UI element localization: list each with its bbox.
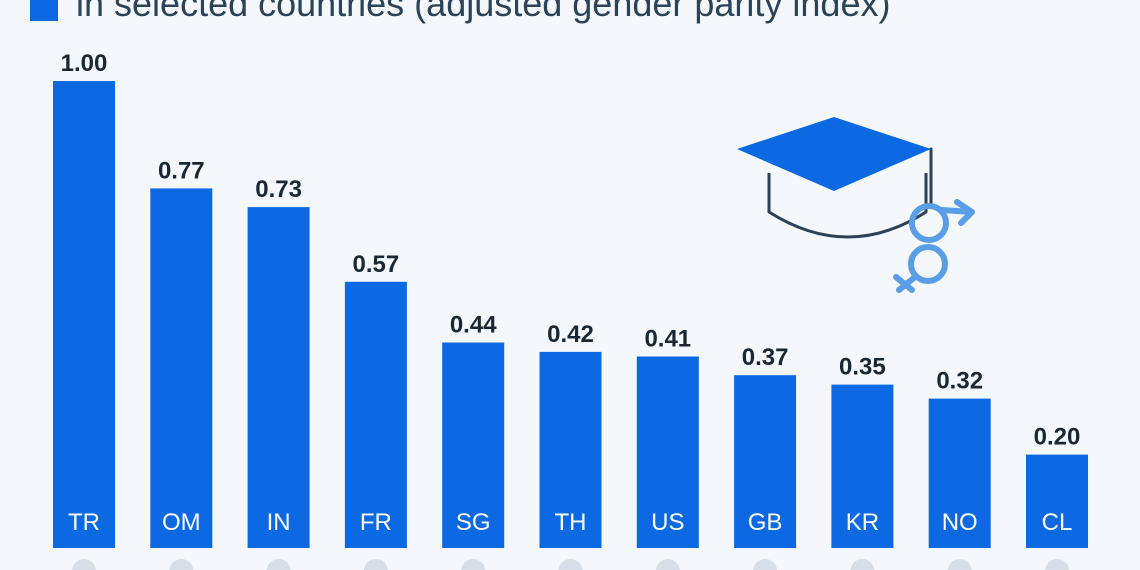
value-label-gb: 0.37 xyxy=(742,344,789,371)
bar-fr xyxy=(344,281,407,548)
category-label-om: OM xyxy=(162,509,201,536)
category-label-no: NO xyxy=(942,509,978,536)
category-label-sg: SG xyxy=(456,509,491,536)
category-label-tr: TR xyxy=(68,509,100,536)
category-label-kr: KR xyxy=(846,509,879,536)
flag-icon-om xyxy=(169,559,194,570)
legend-swatch xyxy=(30,0,58,21)
bar-tr xyxy=(53,81,115,548)
value-label-sg: 0.44 xyxy=(450,312,497,339)
bar-gb xyxy=(734,375,797,548)
legend: in selected countries (adjusted gender p… xyxy=(30,0,890,26)
bar-om xyxy=(150,188,213,548)
value-label-no: 0.32 xyxy=(936,368,983,395)
flag-icon-gb xyxy=(753,559,778,570)
legend-label: in selected countries (adjusted gender p… xyxy=(76,0,891,24)
bar-sg xyxy=(442,342,505,548)
value-label-kr: 0.35 xyxy=(839,354,886,381)
flag-icon-in xyxy=(266,559,291,570)
category-label-cl: CL xyxy=(1042,509,1073,536)
value-label-th: 0.42 xyxy=(547,321,594,348)
value-label-fr: 0.57 xyxy=(353,251,400,278)
bar-th xyxy=(539,351,602,548)
flag-icon-cl xyxy=(1045,559,1069,570)
flag-icon-us xyxy=(655,559,680,570)
category-label-in: IN xyxy=(267,509,291,536)
flag-icon-kr xyxy=(850,559,875,570)
value-label-om: 0.77 xyxy=(158,157,205,184)
category-label-gb: GB xyxy=(748,509,783,536)
bar-in xyxy=(247,207,310,548)
category-label-fr: FR xyxy=(360,509,392,536)
flag-icon-fr xyxy=(363,559,388,570)
flag-icon-th xyxy=(558,559,583,570)
bar-kr xyxy=(831,384,894,548)
value-label-in: 0.73 xyxy=(255,176,302,203)
category-label-th: TH xyxy=(555,509,587,536)
category-label-us: US xyxy=(651,509,684,536)
bar-cl xyxy=(1026,454,1088,548)
flag-icon-sg xyxy=(461,559,486,570)
flag-icon-tr xyxy=(72,559,96,570)
value-label-cl: 0.20 xyxy=(1034,424,1081,451)
bar-no xyxy=(928,398,991,548)
bar-us xyxy=(636,356,699,548)
value-label-tr: 1.00 xyxy=(61,50,108,77)
value-label-us: 0.41 xyxy=(644,326,691,353)
flag-icon-no xyxy=(947,559,972,570)
